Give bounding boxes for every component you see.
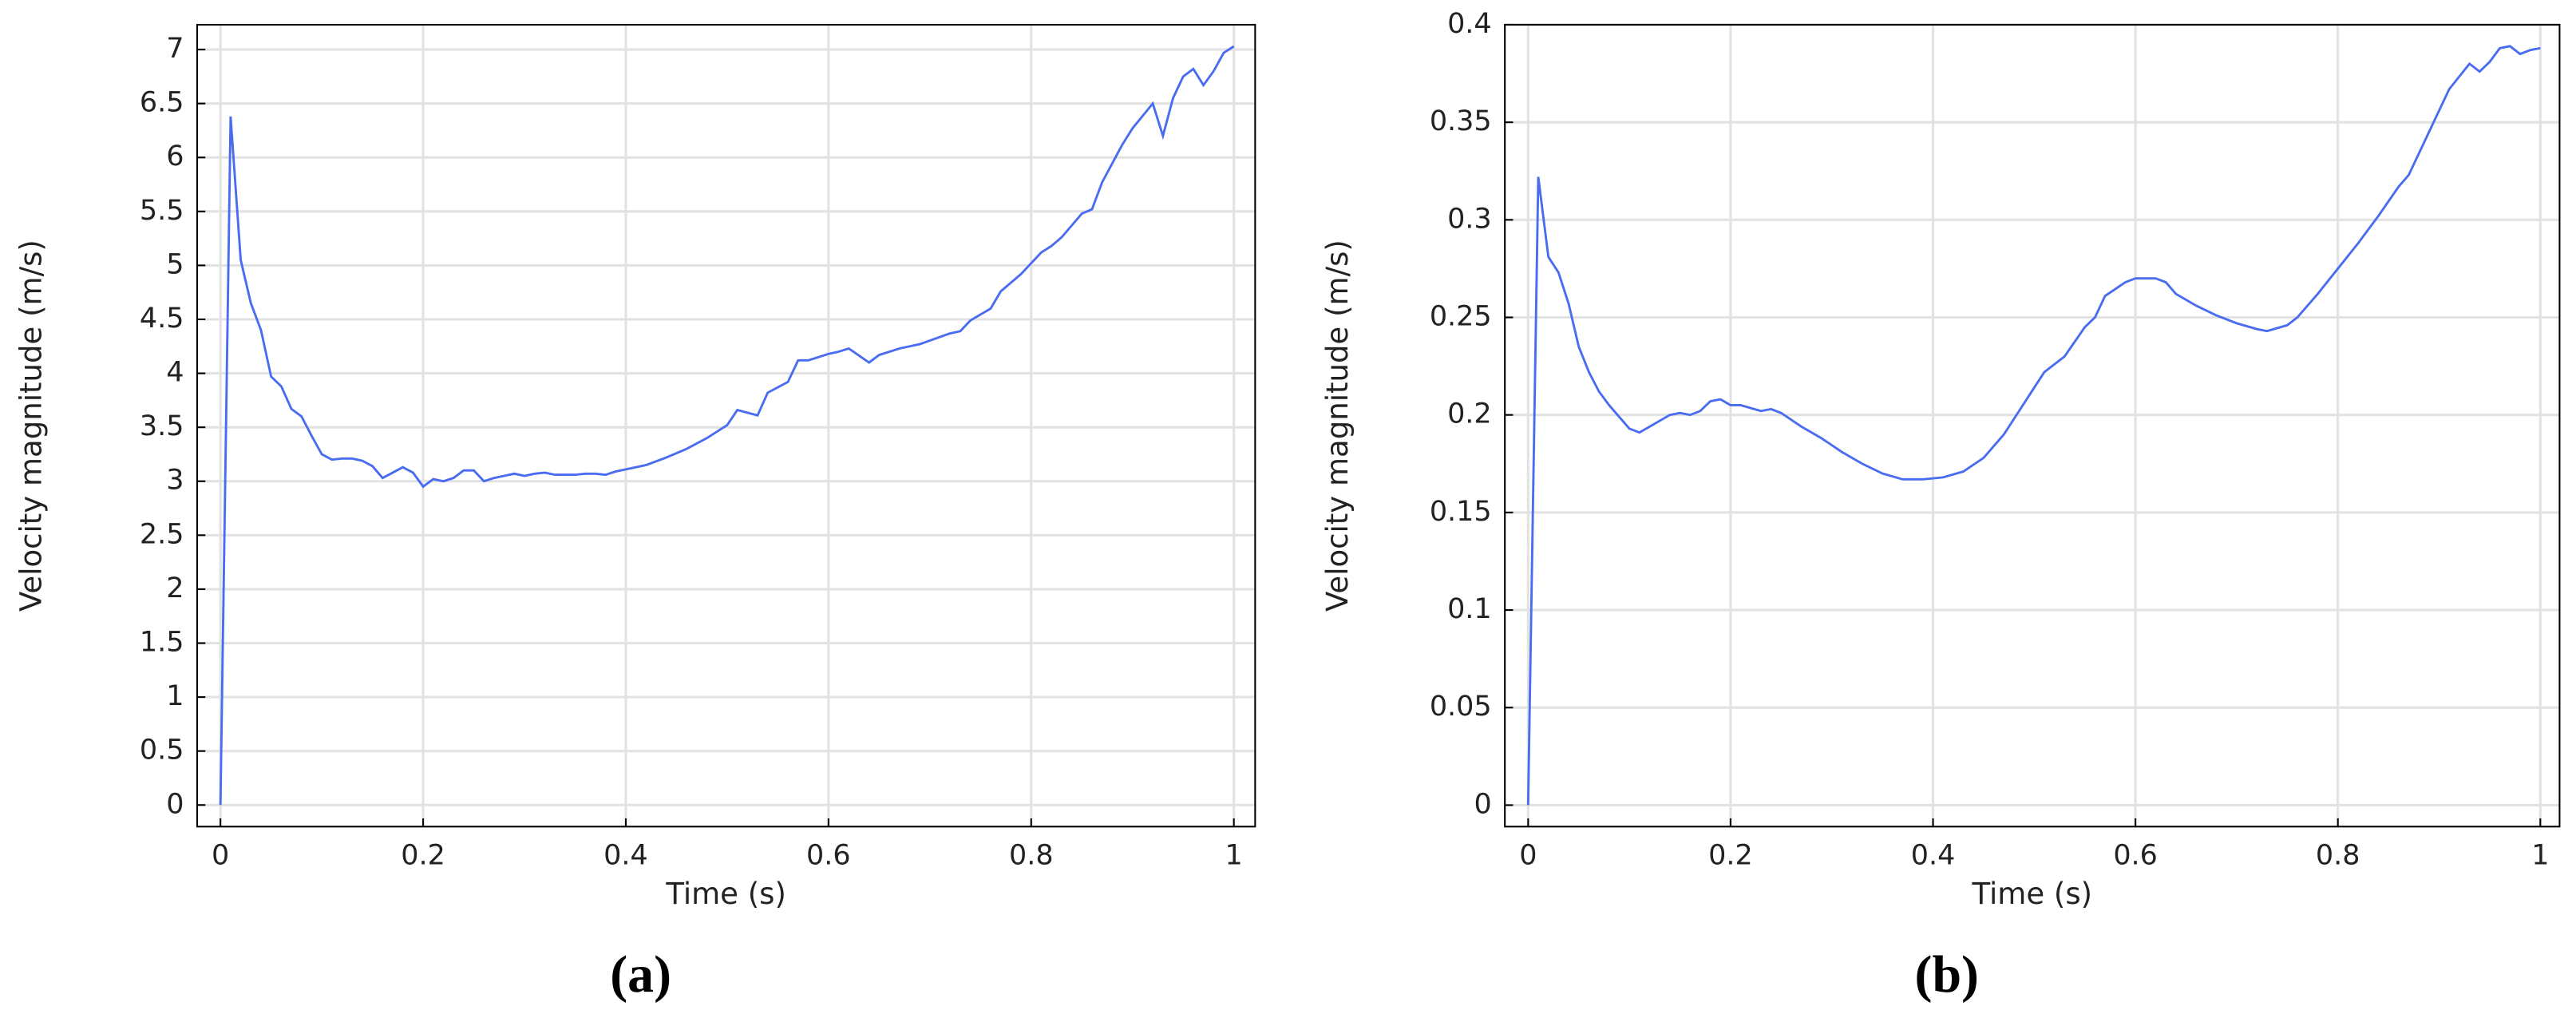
x-tick-label: 0.6 xyxy=(2113,839,2158,871)
data-line xyxy=(1526,45,2541,806)
y-tick-label: 0.2 xyxy=(1447,398,1492,430)
x-tick-label: 0.8 xyxy=(1009,839,1054,871)
y-tick-label: 2 xyxy=(166,572,184,604)
x-axis-label: Time (s) xyxy=(665,877,786,911)
y-tick-label: 0.1 xyxy=(1447,593,1492,625)
y-axis-label: Velocity magnitude (m/s) xyxy=(14,240,49,612)
x-tick-label: 0.2 xyxy=(1708,839,1753,871)
x-tick-label: 0.8 xyxy=(2316,839,2360,871)
y-tick-label: 0.35 xyxy=(1430,105,1492,137)
x-tick-label: 0.2 xyxy=(401,839,445,871)
y-tick-label: 3 xyxy=(166,465,184,497)
y-tick-label: 0.25 xyxy=(1430,301,1492,333)
y-tick-label: 0 xyxy=(166,788,184,820)
y-tick-label: 6 xyxy=(166,141,184,172)
x-tick-label: 1 xyxy=(1225,839,1243,871)
y-axis-label: Velocity magnitude (m/s) xyxy=(1320,240,1355,612)
y-tick-label: 0.5 xyxy=(140,735,184,766)
x-axis-label: Time (s) xyxy=(1971,877,2092,911)
y-tick-label: 5 xyxy=(166,248,184,280)
y-tick-label: 1.5 xyxy=(140,626,184,658)
y-tick-label: 0.3 xyxy=(1447,203,1492,235)
plot-frame xyxy=(196,23,1256,828)
x-tick-label: 0 xyxy=(1519,839,1537,871)
x-tick-label: 0.6 xyxy=(806,839,851,871)
y-tick-label: 0.4 xyxy=(1447,8,1492,40)
caption: (a) xyxy=(610,945,671,1004)
y-tick-label: 1 xyxy=(166,680,184,712)
y-tick-label: 3.5 xyxy=(140,410,184,442)
y-tick-label: 0.15 xyxy=(1430,496,1492,528)
caption: (b) xyxy=(1915,945,1979,1004)
y-tick-label: 4.5 xyxy=(140,303,184,335)
x-tick-label: 1 xyxy=(2531,839,2549,871)
y-tick-label: 4 xyxy=(166,357,184,389)
y-tick-label: 0 xyxy=(1474,788,1491,820)
y-tick-label: 0.05 xyxy=(1430,691,1492,723)
y-tick-label: 7 xyxy=(166,33,184,65)
y-tick-label: 5.5 xyxy=(140,195,184,227)
y-tick-label: 6.5 xyxy=(140,87,184,119)
plot-frame xyxy=(1504,23,2561,828)
x-tick-label: 0.4 xyxy=(1911,839,1956,871)
y-tick-label: 2.5 xyxy=(140,518,184,550)
x-tick-label: 0 xyxy=(212,839,229,871)
x-tick-label: 0.4 xyxy=(603,839,648,871)
data-line xyxy=(219,45,1235,806)
